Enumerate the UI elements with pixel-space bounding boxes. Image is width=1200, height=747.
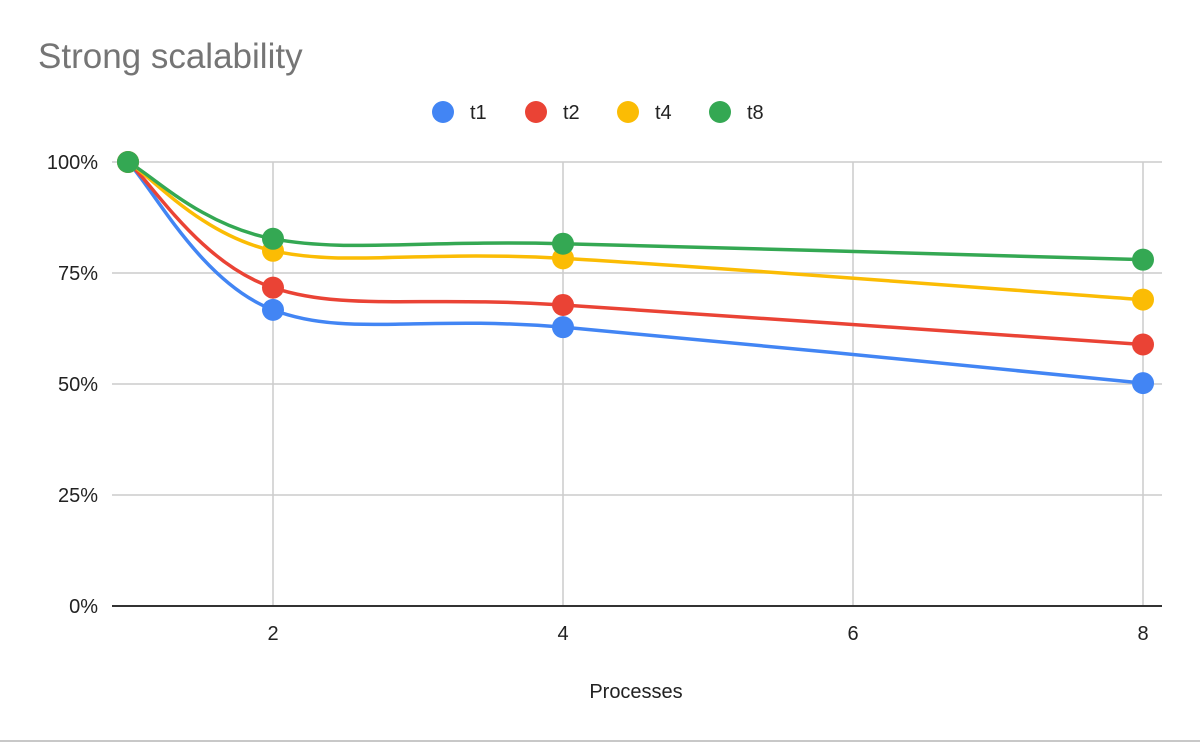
series-line-t4 — [127, 160, 1144, 302]
bottom-divider — [0, 740, 1200, 742]
y-tick-label: 25% — [58, 485, 98, 507]
series-line-t1 — [126, 160, 1144, 385]
legend-marker-t1 — [432, 101, 454, 123]
axes: 0% 25% 50% 75% 100% 2 4 6 8 — [47, 152, 1162, 645]
data-point-t8 — [1132, 248, 1154, 271]
y-tick-label: 0% — [69, 596, 98, 618]
series-line-t8 — [127, 160, 1144, 262]
legend-label-t1: t1 — [470, 102, 487, 124]
series-points — [117, 151, 1154, 395]
legend: t1 t2 t4 t8 — [432, 101, 764, 124]
y-tick-label: 50% — [58, 374, 98, 396]
data-point-t1 — [1132, 372, 1154, 395]
y-tick-label: 75% — [58, 263, 98, 285]
series-line-t2 — [126, 160, 1144, 347]
x-tick-label: 8 — [1137, 623, 1148, 645]
data-point-t4 — [1132, 288, 1154, 311]
y-tick-label: 100% — [47, 152, 98, 174]
x-axis-label: Processes — [589, 681, 682, 703]
legend-label-t8: t8 — [747, 102, 764, 124]
x-tick-label: 4 — [557, 623, 568, 645]
data-point-t1 — [262, 298, 284, 321]
chart-title: Strong scalability — [38, 37, 303, 76]
x-tick-label: 6 — [847, 623, 858, 645]
series-lines — [126, 160, 1144, 385]
legend-marker-t4 — [617, 101, 639, 123]
data-point-t8 — [117, 151, 139, 173]
data-point-t2 — [1132, 333, 1154, 356]
legend-marker-t8 — [709, 101, 731, 123]
data-point-t1 — [552, 316, 574, 339]
data-point-t2 — [552, 293, 574, 316]
legend-label-t2: t2 — [563, 102, 580, 124]
x-tick-label: 2 — [267, 623, 278, 645]
legend-marker-t2 — [525, 101, 547, 123]
data-point-t2 — [262, 276, 284, 299]
legend-label-t4: t4 — [655, 102, 672, 124]
data-point-t8 — [552, 232, 574, 255]
data-point-t8 — [262, 227, 284, 250]
